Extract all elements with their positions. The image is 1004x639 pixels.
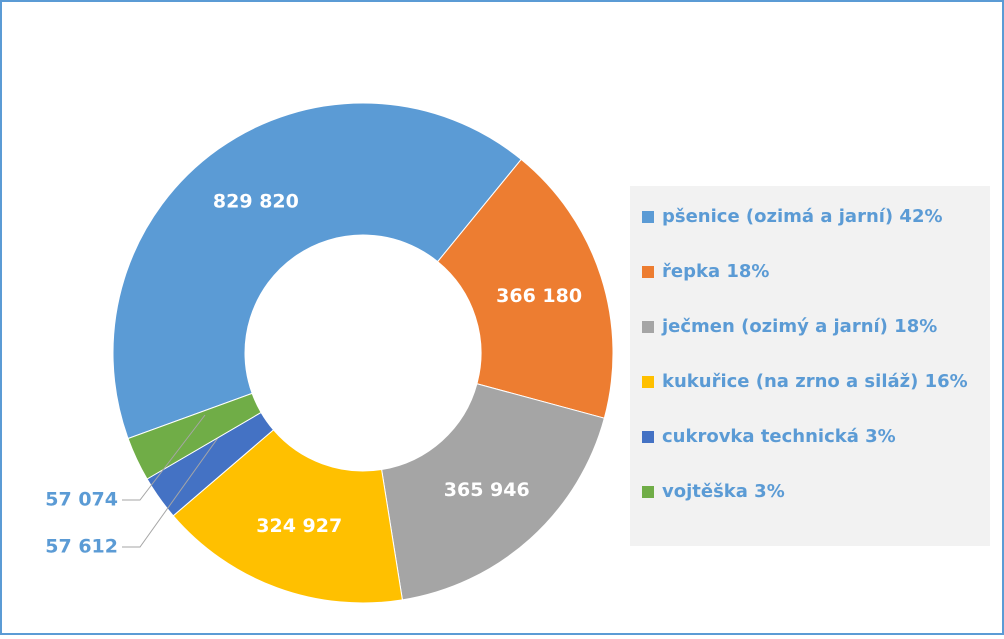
legend-label: cukrovka technická 3% xyxy=(662,426,896,447)
donut-slice xyxy=(172,429,403,604)
leader-line xyxy=(122,414,206,501)
legend-swatch xyxy=(642,266,654,278)
donut-slice xyxy=(381,383,605,601)
legend-swatch xyxy=(642,211,654,223)
leader-line xyxy=(122,434,221,548)
data-label: 324 927 xyxy=(256,515,342,537)
legend-label: ječmen (ozimý a jarní) 18% xyxy=(661,316,937,337)
legend-label: kukuřice (na zrno a siláž) 16% xyxy=(662,371,968,392)
legend-label: řepka 18% xyxy=(662,261,769,282)
legend-label: vojtěška 3% xyxy=(662,481,785,502)
donut-slice xyxy=(127,392,262,480)
legend-swatch xyxy=(642,486,654,498)
data-label: 365 946 xyxy=(444,479,530,501)
data-label: 829 820 xyxy=(213,191,299,213)
data-label: 366 180 xyxy=(496,285,582,307)
legend-swatch xyxy=(642,431,654,443)
data-label: 57 074 xyxy=(45,489,118,511)
legend-swatch xyxy=(642,376,654,388)
data-label: 57 612 xyxy=(45,536,118,558)
legend-swatch xyxy=(642,321,654,333)
donut-slice xyxy=(112,102,522,440)
legend-label: pšenice (ozimá a jarní) 42% xyxy=(662,206,943,227)
legend-box xyxy=(630,186,990,546)
donut-slice xyxy=(436,158,614,419)
